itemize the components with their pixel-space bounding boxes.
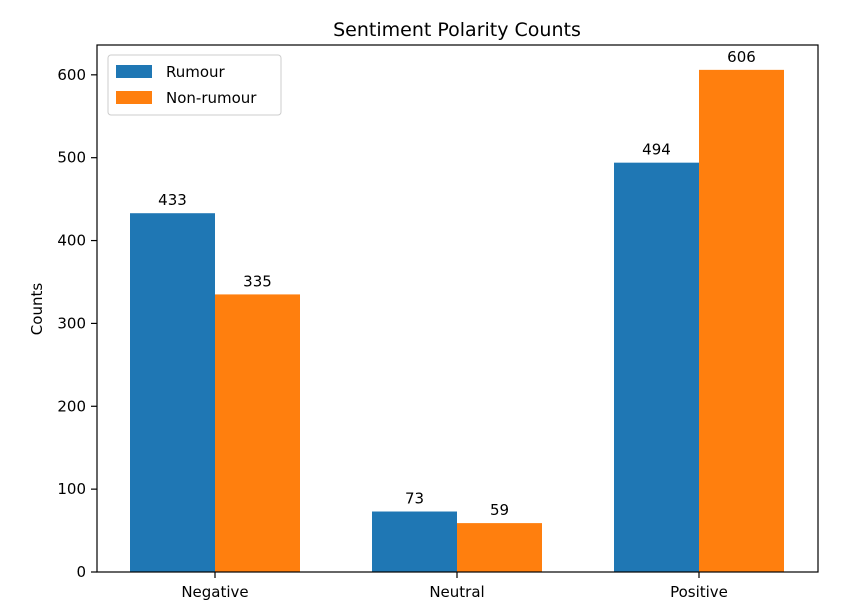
data-label-non-rumour-positive: 606 [727, 48, 756, 66]
y-tick-label-0: 0 [76, 563, 86, 581]
data-label-rumour-positive: 494 [642, 141, 671, 159]
bar-non-rumour-neutral [457, 523, 542, 572]
axes-layer: 0 100 200 300 400 500 600 Negative Neutral Positi… [57, 44, 819, 601]
y-tick-label-500: 500 [57, 149, 86, 167]
bars-layer [130, 69, 784, 573]
value-labels-layer: 433 335 73 59 494 606 [158, 48, 756, 519]
bar-rumour-positive [614, 162, 699, 573]
legend-swatch-rumour [116, 65, 152, 78]
bar-non-rumour-positive [699, 69, 784, 572]
y-axis-label: Counts [28, 283, 46, 336]
chart-title: Sentiment Polarity Counts [333, 19, 581, 41]
legend-label-rumour: Rumour [166, 63, 226, 81]
legend: Rumour Non-rumour [107, 54, 282, 116]
data-label-rumour-negative: 433 [158, 191, 187, 209]
y-tick-label-200: 200 [57, 397, 86, 415]
y-tick-label-400: 400 [57, 232, 86, 250]
data-label-rumour-neutral: 73 [405, 490, 424, 508]
data-label-non-rumour-negative: 335 [243, 272, 272, 290]
bar-non-rumour-negative [215, 294, 300, 572]
data-label-non-rumour-neutral: 59 [490, 501, 509, 519]
legend-swatch-non-rumour [116, 91, 152, 104]
y-tick-label-300: 300 [57, 314, 86, 332]
y-tick-label-600: 600 [57, 66, 86, 84]
x-tick-label-positive: Positive [670, 583, 728, 601]
y-tick-label-100: 100 [57, 480, 86, 498]
x-tick-label-neutral: Neutral [429, 583, 484, 601]
legend-label-non-rumour: Non-rumour [166, 89, 257, 107]
bar-rumour-negative [130, 213, 215, 573]
x-tick-label-negative: Negative [181, 583, 248, 601]
bar-rumour-neutral [372, 511, 457, 572]
